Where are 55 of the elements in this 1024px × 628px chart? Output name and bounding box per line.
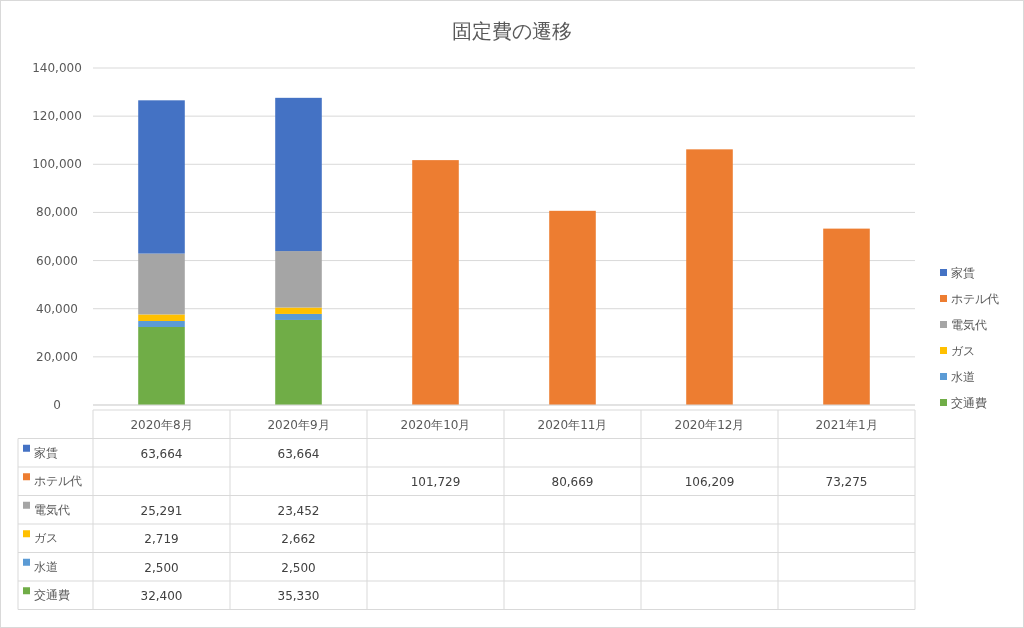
data-label: 25,291	[140, 503, 183, 518]
bar	[138, 253, 185, 315]
y-tick-label: 40,000	[36, 301, 78, 316]
text: 家賃	[951, 266, 975, 280]
legend-label: 電気代	[34, 502, 70, 517]
data-label: 101,729	[410, 475, 461, 490]
text: 電気代	[951, 318, 987, 332]
y-tick-label: 20,000	[36, 349, 78, 364]
bar	[686, 149, 733, 405]
x-tick-label: 2020年9月	[267, 418, 330, 433]
data-label: 63,664	[277, 446, 320, 461]
data-label: 63,664	[140, 446, 183, 461]
x-tick-label: 2021年1月	[815, 418, 878, 433]
y-tick-label: 0	[53, 398, 61, 412]
bar	[138, 100, 185, 254]
text: ガス	[951, 344, 975, 358]
x-tick-label: 2020年10月	[400, 418, 471, 433]
bar	[549, 210, 596, 405]
bar	[275, 97, 322, 252]
bar	[275, 319, 322, 405]
y-tick-label: 60,000	[36, 253, 78, 268]
data-label: 73,275	[825, 475, 868, 490]
legend-label: 水道	[34, 559, 58, 574]
bar	[138, 320, 185, 328]
text: 水道	[951, 370, 975, 384]
x-tick-label: 2020年11月	[537, 418, 608, 433]
legend-label: 交通費	[34, 588, 70, 603]
bar	[275, 313, 322, 320]
y-tick-label: 140,000	[32, 61, 82, 75]
chart-title: 固定費の遷移	[452, 19, 572, 43]
x-tick-label: 2020年8月	[130, 418, 193, 433]
data-label: 2,500	[281, 560, 316, 575]
data-label: 35,330	[277, 589, 320, 604]
bar	[275, 251, 322, 308]
data-label: 80,669	[551, 475, 594, 490]
text: 交通費	[951, 396, 987, 410]
y-tick-label: 80,000	[36, 205, 78, 220]
data-label: 2,719	[144, 532, 179, 547]
data-label: 2,662	[281, 532, 316, 547]
data-label: 23,452	[277, 503, 320, 518]
legend-label: ホテル代	[951, 292, 999, 306]
data-label: 32,400	[140, 589, 183, 604]
bar	[412, 160, 459, 405]
bar	[138, 314, 185, 321]
bar	[275, 307, 322, 314]
bar	[823, 228, 870, 405]
text: ホテル代	[34, 474, 82, 489]
data-label: 2,500	[144, 560, 179, 575]
data-label: 106,209	[684, 475, 735, 490]
bar	[138, 327, 185, 405]
y-tick-label: 100,000	[32, 157, 82, 172]
legend-label: ガス	[34, 531, 58, 546]
legend-label: 家賃	[34, 445, 58, 460]
y-tick-label: 120,000	[32, 109, 82, 124]
x-tick-label: 2020年12月	[674, 418, 745, 433]
